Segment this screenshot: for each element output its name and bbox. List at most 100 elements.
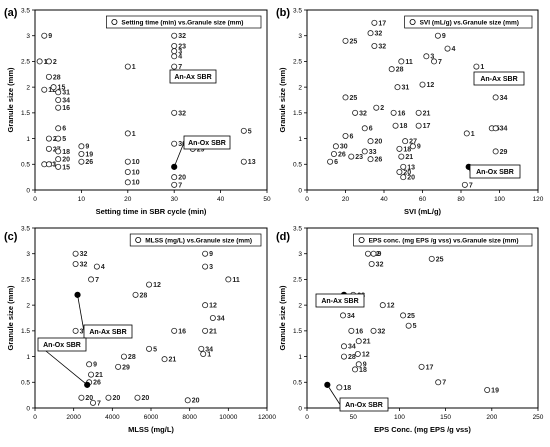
legend-box xyxy=(404,15,533,29)
x-tick-label: 120 xyxy=(533,196,544,203)
point-label: 9 xyxy=(93,362,97,369)
point-label: 28 xyxy=(396,67,404,74)
highlight-point xyxy=(324,381,331,388)
data-point xyxy=(400,163,407,170)
data-point xyxy=(115,363,122,370)
point-label: 34 xyxy=(205,346,213,353)
x-tick-label: 0 xyxy=(33,414,37,421)
callout-box xyxy=(183,135,231,150)
point-label: 18 xyxy=(403,146,411,153)
point-label: 21 xyxy=(169,357,177,364)
point-label: 13 xyxy=(407,164,415,171)
callout-box xyxy=(469,164,521,179)
data-point xyxy=(202,250,209,257)
data-point xyxy=(402,138,409,145)
y-tick-label: 3.5 xyxy=(21,7,30,14)
point-label: 32 xyxy=(378,328,386,335)
legend: SVI (mL/g) vs.Granule size (mm) xyxy=(404,15,533,29)
callout-leader xyxy=(173,142,185,168)
point-label: 30 xyxy=(340,144,348,151)
data-point xyxy=(72,327,79,334)
data-point xyxy=(428,255,435,262)
data-point xyxy=(330,150,337,157)
point-label: 25 xyxy=(350,38,358,45)
callout-leader xyxy=(326,384,341,405)
legend: EPS conc. (mg EPS /g vss) vs.Granule siz… xyxy=(353,233,533,247)
data-point xyxy=(379,302,386,309)
point-label: 28 xyxy=(53,74,61,81)
legend-box xyxy=(353,233,533,247)
data-point xyxy=(171,181,178,188)
point-label: 7 xyxy=(438,59,442,66)
data-point xyxy=(124,158,131,165)
y-tick-label: 3.5 xyxy=(21,225,30,232)
point-label: 11 xyxy=(232,277,240,284)
point-label: 7 xyxy=(469,182,473,189)
point-label: 9 xyxy=(363,362,367,369)
callout-label: An-Ox SBR xyxy=(188,140,226,147)
point-label: 12 xyxy=(153,282,161,289)
point-label: 20 xyxy=(403,169,411,176)
panel-3: (c) 0 2000 4000 6000 8000 10000 12000 0 0.5 1 1.5 2 2… xyxy=(4,225,276,434)
data-point xyxy=(340,343,347,350)
panel-4: (d) 0 50 100 150 200 250 0 0.5 1 1.5 2 2.5 3 3.5 EPS Co… xyxy=(276,225,544,434)
x-tick-label: 50 xyxy=(263,196,271,203)
callout-label: An-Ax SBR xyxy=(174,74,211,81)
y-tick-label: 0 xyxy=(26,187,30,194)
data-point xyxy=(78,150,85,157)
x-axis-label: Setting time in SBR cycle (min) xyxy=(96,207,207,216)
data-point xyxy=(473,63,480,70)
data-point xyxy=(55,97,62,104)
y-tick-label: 2 xyxy=(26,84,30,91)
y-tick-label: 2 xyxy=(298,84,302,91)
data-point xyxy=(78,394,85,401)
legend-label: MLSS (mg/L) vs.Granule size (mm) xyxy=(145,238,252,245)
x-tick-label: 10 xyxy=(78,196,86,203)
data-point xyxy=(202,302,209,309)
point-label: 26 xyxy=(338,151,346,158)
data-point xyxy=(171,174,178,181)
data-point xyxy=(373,104,380,111)
point-label: 32 xyxy=(178,110,186,117)
data-point xyxy=(367,30,374,37)
data-point xyxy=(463,130,470,137)
y-axis-label: Granule size (mm) xyxy=(6,67,15,133)
callout-box xyxy=(169,69,217,84)
data-point xyxy=(240,127,247,134)
y-tick-label: 1 xyxy=(26,136,30,143)
point-label: 20 xyxy=(407,175,415,182)
data-point xyxy=(171,109,178,116)
point-label: 18 xyxy=(62,149,70,156)
data-point xyxy=(400,174,407,181)
point-label: 30 xyxy=(178,141,186,148)
x-tick-label: 4000 xyxy=(105,414,120,421)
y-tick-label: 0 xyxy=(298,187,302,194)
data-point xyxy=(86,361,93,368)
legend-label: EPS conc. (mg EPS /g vss) vs.Granule siz… xyxy=(369,238,519,245)
data-point xyxy=(171,53,178,60)
point-label: 18 xyxy=(359,367,367,374)
x-axis-label: SVI (mL/g) xyxy=(404,207,442,216)
point-label: 19 xyxy=(491,387,499,394)
callout-label: An-Ax SBR xyxy=(480,76,517,83)
data-point xyxy=(36,58,43,65)
highlight-point xyxy=(74,291,81,298)
data-point xyxy=(355,361,362,368)
point-label: 6 xyxy=(334,159,338,166)
data-point xyxy=(492,125,499,132)
data-point xyxy=(146,345,153,352)
point-label: 4 xyxy=(452,46,456,53)
point-label: 29 xyxy=(197,146,205,153)
point-label: 15 xyxy=(58,85,66,92)
data-point xyxy=(171,327,178,334)
data-point xyxy=(415,122,422,129)
y-tick-label: 1.5 xyxy=(293,110,302,117)
y-axis-label: Granule size (mm) xyxy=(278,67,287,133)
legend-label: SVI (mL/g) vs.Granule size (mm) xyxy=(420,20,519,27)
data-point xyxy=(55,156,62,163)
x-axis-label: EPS Conc. (mg EPS /g vss) xyxy=(374,425,471,434)
point-label: 6 xyxy=(62,126,66,133)
y-tick-label: 1 xyxy=(298,354,302,361)
point-label: 34 xyxy=(347,313,355,320)
x-tick-label: 60 xyxy=(419,196,427,203)
